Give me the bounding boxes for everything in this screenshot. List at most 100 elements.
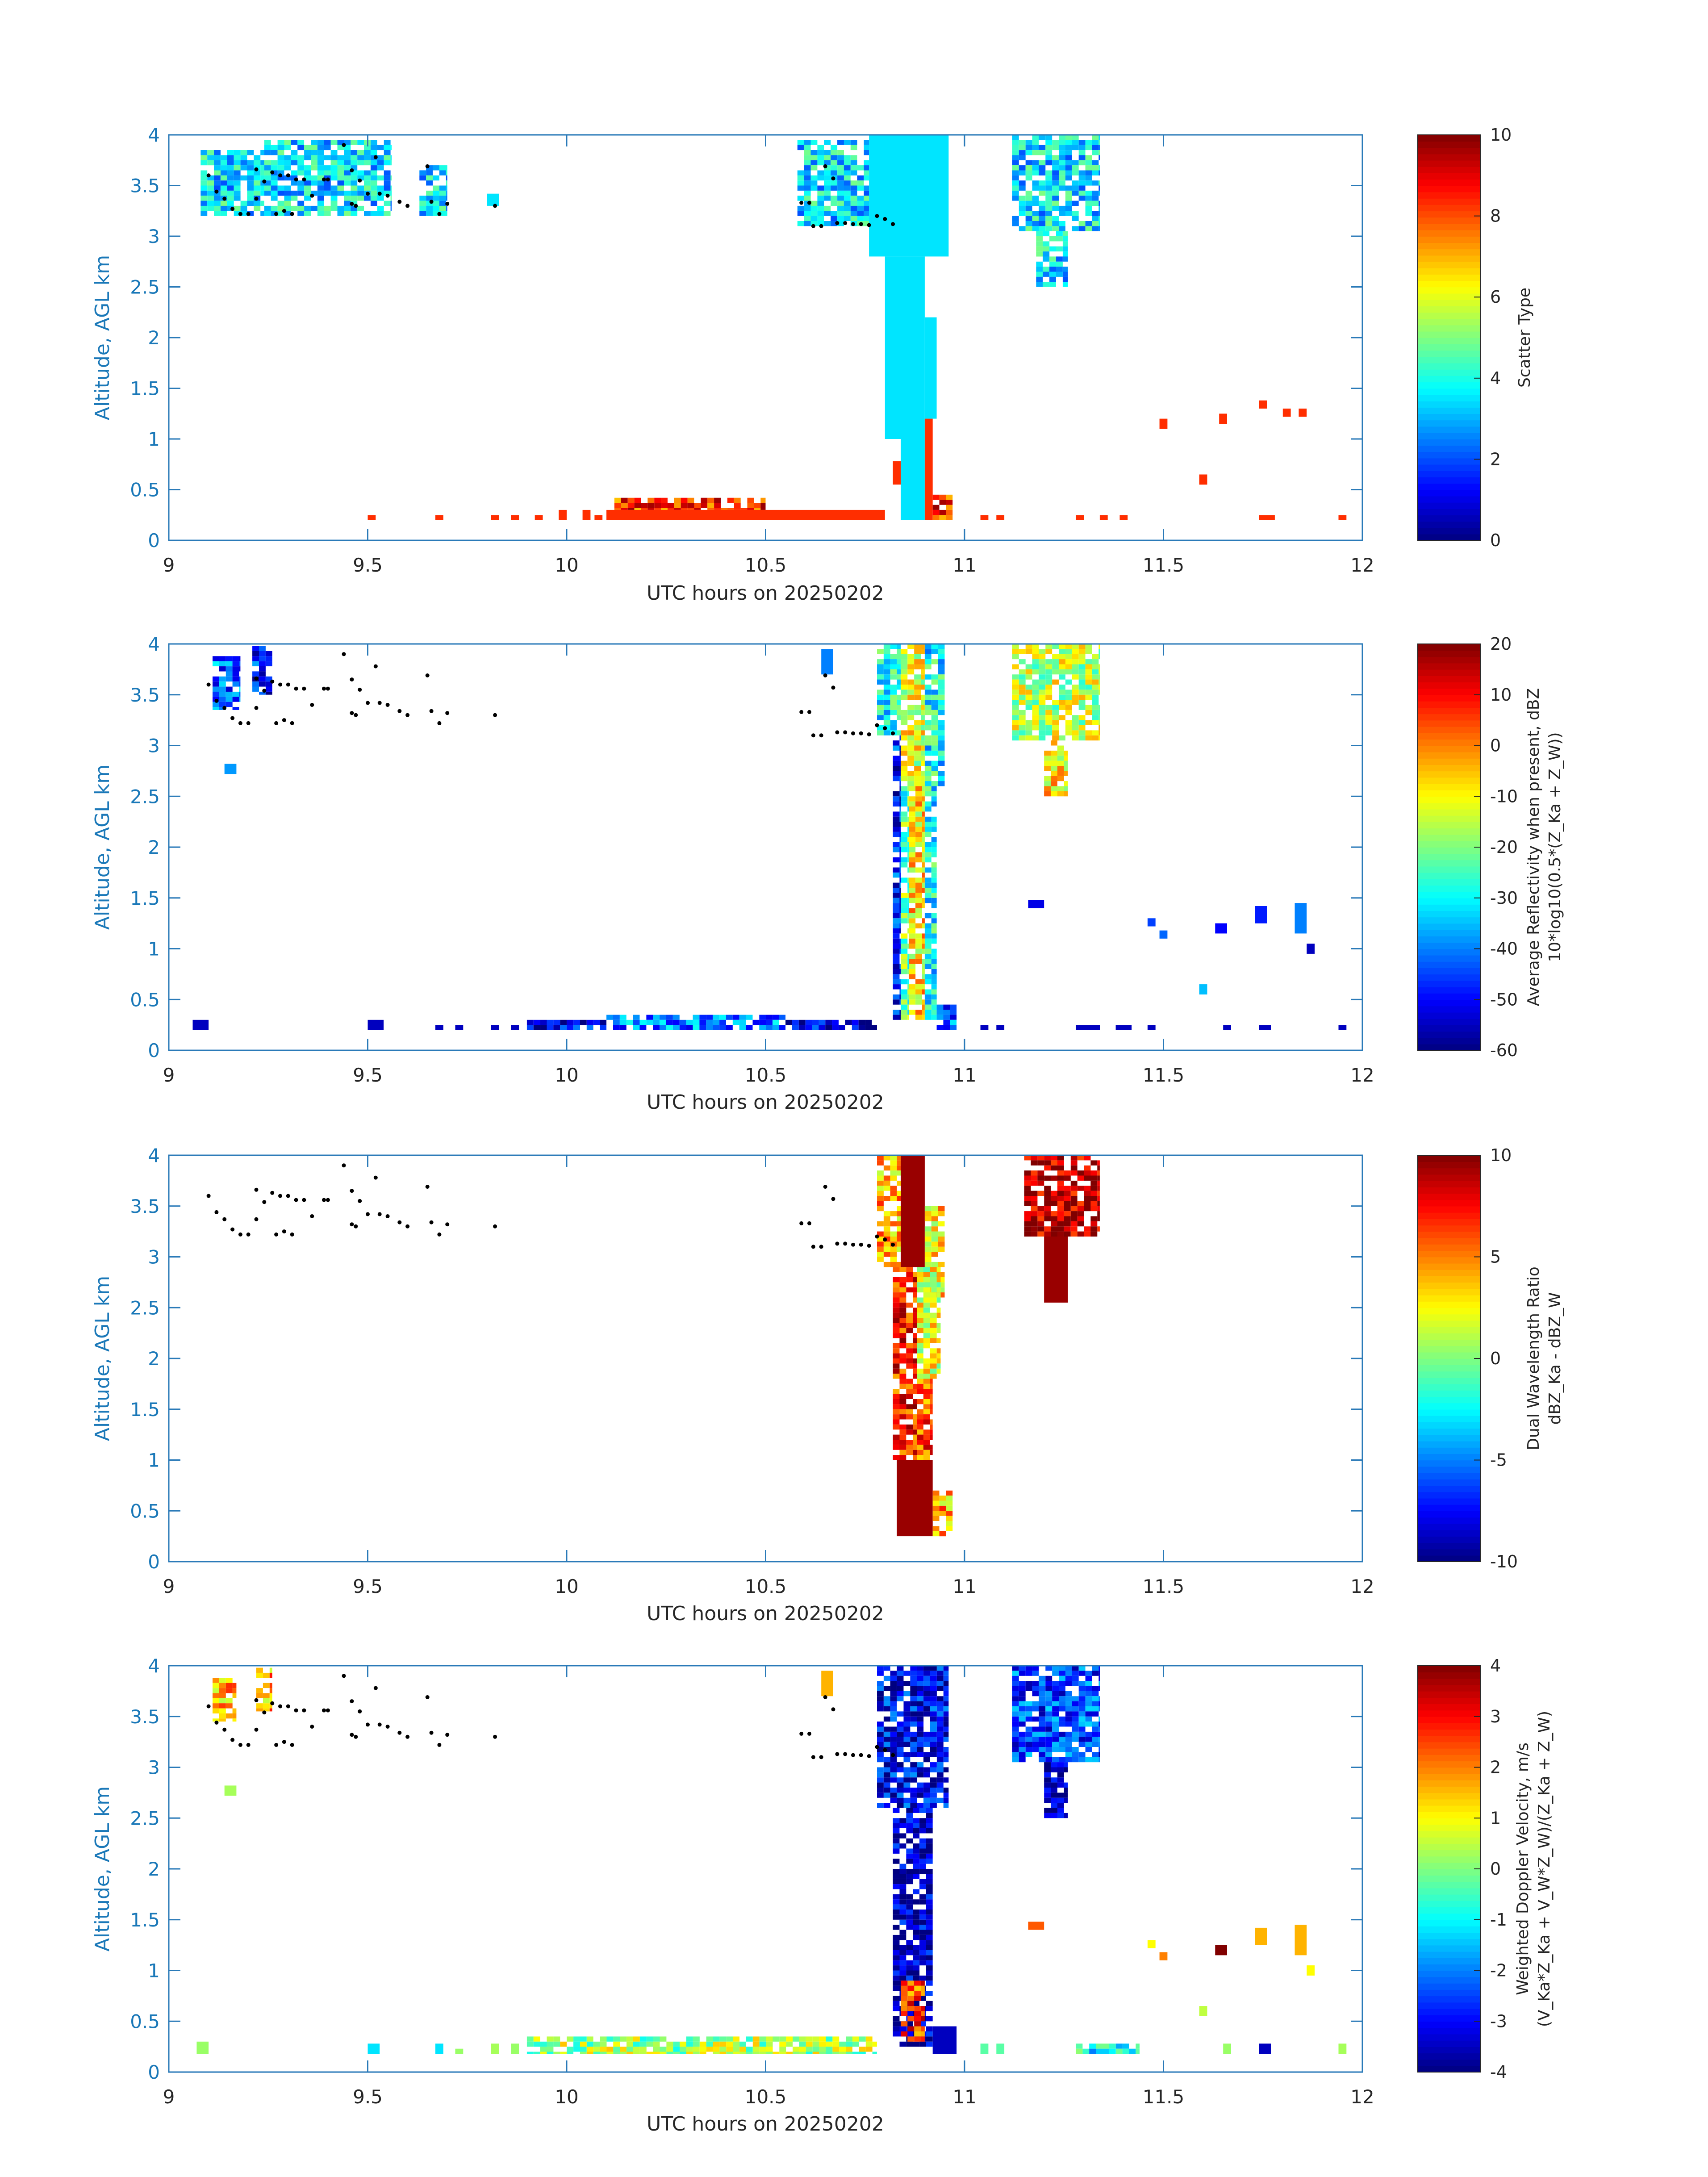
heatmap-cell xyxy=(943,1686,949,1691)
heatmap-cell xyxy=(1045,1737,1052,1742)
heatmap-cell xyxy=(917,1691,924,1696)
heatmap-cell xyxy=(903,1767,910,1772)
heatmap-cell xyxy=(901,944,908,949)
heatmap-cell xyxy=(913,1414,917,1420)
heatmap-cell xyxy=(686,2036,693,2042)
heatmap-cell xyxy=(1064,1201,1071,1206)
x-tick-label: 9 xyxy=(163,2086,175,2108)
heatmap-cell xyxy=(930,1312,937,1318)
heatmap-cell xyxy=(899,964,901,969)
heatmap-cell xyxy=(384,201,391,206)
heatmap-cell xyxy=(824,180,831,186)
heatmap-cell xyxy=(1031,1201,1038,1206)
heatmap-cell xyxy=(1065,1701,1072,1706)
heatmap-cell xyxy=(239,666,241,672)
heatmap-cell xyxy=(284,196,291,201)
heatmap-cell xyxy=(1084,1191,1091,1196)
heatmap-cell xyxy=(1044,1772,1051,1778)
heatmap-cell xyxy=(852,2052,859,2054)
heatmap-cell xyxy=(1039,730,1046,735)
heatmap-cell xyxy=(1084,1170,1091,1176)
heatmap-cell xyxy=(931,877,937,883)
colorbar-label-line-2: 10*log10(0.5*(Z_Ka + Z_W)) xyxy=(1546,732,1564,962)
heatmap-cell xyxy=(680,2041,686,2047)
heatmap-cell xyxy=(1032,669,1039,675)
heatmap-cell xyxy=(1036,261,1043,267)
heatmap-cell xyxy=(931,933,937,939)
heatmap-cell xyxy=(232,661,239,667)
heatmap-cell xyxy=(390,185,392,191)
heatmap-cell xyxy=(903,1782,910,1788)
heatmap-cell xyxy=(899,893,901,898)
heatmap-cell xyxy=(915,984,922,990)
heatmap-cell xyxy=(931,740,938,746)
heatmap-cell xyxy=(931,1211,938,1216)
heatmap-cell xyxy=(899,867,901,873)
colorbar-swatch xyxy=(1418,401,1480,408)
heatmap-cell xyxy=(1057,1803,1064,1808)
heatmap-cell xyxy=(906,1853,913,1859)
heatmap-cell xyxy=(1045,180,1052,186)
colorbar-swatch xyxy=(1418,879,1480,886)
heatmap-cell xyxy=(915,811,922,817)
colorbar-swatch xyxy=(1418,1441,1480,1448)
heatmap-cell xyxy=(1049,272,1056,277)
heatmap-cell xyxy=(910,1793,917,1798)
heatmap-cell xyxy=(907,685,915,690)
heatmap-cell xyxy=(573,2041,580,2047)
heatmap-cell xyxy=(914,776,921,781)
heatmap-cell xyxy=(1085,170,1092,175)
lidar-point xyxy=(445,711,450,715)
heatmap-cell xyxy=(907,2016,915,2022)
heatmap-cell xyxy=(893,1297,900,1303)
heatmap-cell xyxy=(1036,267,1043,272)
heatmap-cell xyxy=(304,211,311,216)
heatmap-cell xyxy=(324,170,331,175)
heatmap-cell xyxy=(903,1731,910,1737)
heatmap-cell xyxy=(819,1020,826,1025)
heatmap-cell xyxy=(1059,735,1065,741)
heatmap-cell xyxy=(883,1762,890,1768)
heatmap-cell xyxy=(1059,205,1065,211)
heatmap-cell xyxy=(311,165,317,171)
lidar-point xyxy=(493,1734,497,1739)
heatmap-cell xyxy=(923,1383,930,1389)
heatmap-cell xyxy=(901,674,908,680)
heatmap-cell xyxy=(893,1869,900,1874)
heatmap-cell xyxy=(491,1025,499,1030)
heatmap-cell xyxy=(799,2041,806,2047)
heatmap-cell xyxy=(913,1287,917,1293)
heatmap-cell xyxy=(1065,725,1072,731)
heatmap-cell xyxy=(921,679,925,685)
heatmap-cell xyxy=(938,771,945,776)
heatmap-cell xyxy=(890,720,897,725)
heatmap-cell xyxy=(1025,1671,1032,1676)
heatmap-cell xyxy=(219,1693,226,1698)
heatmap-cell xyxy=(734,503,741,508)
heatmap-cell xyxy=(746,1015,753,1020)
heatmap-cell xyxy=(1098,155,1100,160)
heatmap-cell xyxy=(1025,700,1032,705)
heatmap-cell xyxy=(930,1389,933,1394)
colorbar-swatch xyxy=(1418,1244,1480,1251)
lidar-point xyxy=(254,676,259,681)
heatmap-cell xyxy=(324,180,331,186)
heatmap-cell xyxy=(883,1701,890,1706)
heatmap-cell xyxy=(370,180,377,186)
heatmap-cell xyxy=(893,1374,900,1379)
panel-weighted-doppler-velocity: 9 9.5 10 10.5 11 11.5 12 00.511.522.533.54 UTC… xyxy=(91,1655,1553,2135)
heatmap-cell xyxy=(926,1813,933,1818)
heatmap-cell xyxy=(926,1859,933,1864)
heatmap-cell xyxy=(931,842,937,847)
colorbar-swatch xyxy=(1418,470,1480,477)
heatmap-cell xyxy=(1078,1671,1086,1676)
heatmap-cell xyxy=(1064,1788,1068,1793)
heatmap-cell xyxy=(1045,1676,1052,1681)
heatmap-cell xyxy=(883,705,890,710)
heatmap-cell xyxy=(1056,272,1063,277)
y-tick-label: 1.5 xyxy=(130,1399,160,1421)
heatmap-cell xyxy=(924,893,931,898)
x-axis-ticks: 9 9.5 10 10.5 11 11.5 12 xyxy=(163,135,1374,576)
heatmap-cell xyxy=(226,1713,233,1719)
heatmap-cell xyxy=(1019,725,1026,731)
